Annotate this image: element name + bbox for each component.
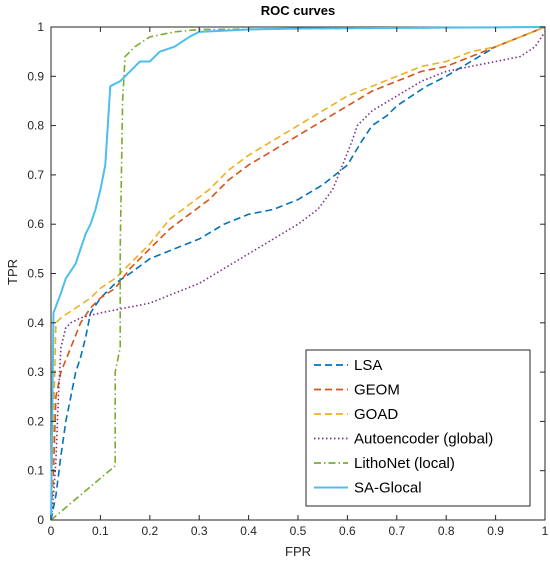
y-tick-label: 0 [37,513,44,527]
legend-label: LSA [354,357,382,374]
x-tick-label: 1 [542,524,549,538]
y-tick-label: 0.6 [27,217,44,231]
y-axis-ticks: 0 0.1 0.2 0.3 0.4 0.5 0.6 0.7 0.8 0.9 1 [27,20,545,527]
x-tick-label: 0.8 [438,524,455,538]
chart-title: ROC curves [261,3,335,18]
legend-label: SA-Glocal [354,480,422,497]
legend-label: GOAD [354,406,398,423]
y-tick-label: 0.2 [27,414,44,428]
legend-label: GEOM [354,382,400,399]
x-tick-label: 0.6 [339,524,356,538]
legend: LSA GEOM GOAD Autoencoder (global) LithoNet … [305,349,531,507]
legend-box [305,349,531,507]
x-axis-label: FPR [285,544,311,559]
x-tick-label: 0.1 [92,524,109,538]
y-tick-label: 0.5 [27,267,44,281]
x-tick-label: 0.5 [290,524,307,538]
x-tick-label: 0.4 [240,524,257,538]
y-tick-label: 0.3 [27,365,44,379]
x-axis-ticks: 0 0.1 0.2 0.3 0.4 0.5 0.6 0.7 0.8 0.9 1 [48,27,549,538]
series-line [50,26,546,521]
legend-label: Autoencoder (global) [354,431,493,448]
y-tick-label: 0.9 [27,69,44,83]
y-axis-label: TPR [5,259,20,285]
y-tick-label: 1 [37,20,44,34]
x-tick-label: 0.9 [487,524,504,538]
y-tick-label: 0.7 [27,168,44,182]
x-tick-label: 0.2 [141,524,158,538]
y-tick-label: 0.8 [27,119,44,133]
curves [50,26,546,521]
series-line [50,26,546,521]
series-line [50,31,546,521]
y-tick-label: 0.1 [27,464,44,478]
x-tick-label: 0.3 [191,524,208,538]
series-line [50,26,546,521]
x-tick-label: 0.7 [388,524,405,538]
plot-area [50,26,546,521]
series-line [50,26,546,521]
series-line [50,26,546,521]
legend-label: LithoNet (local) [354,455,455,472]
x-tick-label: 0 [48,524,55,538]
y-tick-label: 0.4 [27,316,44,330]
